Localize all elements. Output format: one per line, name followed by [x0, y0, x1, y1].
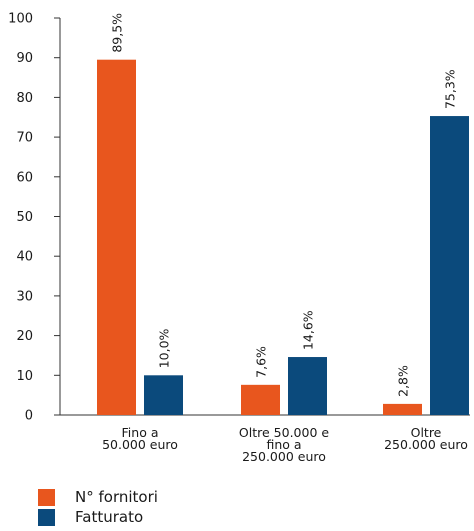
data-label: 89,5% [110, 13, 125, 53]
data-label: 14,6% [301, 310, 316, 350]
legend-label-fornitori: N° fornitori [75, 488, 158, 506]
bar-chart: 0 10 20 30 40 50 60 70 80 90 100 89,5% 7,6% 2,8% 10,0%… [8, 12, 470, 464]
bar-fatturato [288, 357, 327, 415]
bar-fatturato [430, 116, 469, 416]
y-tick-label: 40 [16, 250, 33, 265]
y-tick-label: 0 [25, 409, 33, 424]
legend-item-fornitori: N° fornitori [38, 487, 158, 507]
bar-fornitori [241, 384, 280, 415]
x-category-label: Fino a 50.000 euro [102, 425, 178, 452]
x-category-label-line: 250.000 euro [384, 437, 468, 452]
y-tick-label: 60 [16, 170, 33, 185]
legend-swatch-fatturato [38, 508, 55, 526]
y-tick-label: 100 [8, 12, 33, 27]
legend-item-fatturato: Fatturato [38, 507, 158, 527]
x-category-label-line: 250.000 euro [242, 449, 326, 464]
data-label: 7,6% [254, 346, 269, 378]
legend-label-fatturato: Fatturato [75, 508, 144, 526]
y-tick-label: 20 [16, 329, 33, 344]
y-tick-label: 50 [16, 210, 33, 225]
data-label: 2,8% [396, 365, 411, 397]
x-category-label-line: Fino a [122, 425, 159, 440]
y-tick-label: 30 [16, 289, 33, 304]
x-category-label-line: fino a [266, 437, 301, 452]
legend-swatch-fornitori [38, 488, 55, 506]
data-label: 10,0% [157, 328, 172, 368]
y-tick-label: 70 [16, 131, 33, 146]
bar-fatturato [144, 375, 183, 415]
legend: N° fornitori Fatturato [38, 487, 158, 527]
x-category-label-line: Oltre [411, 425, 442, 440]
bar-fornitori [97, 59, 136, 416]
x-category-label: Oltre 250.000 euro [384, 425, 468, 452]
x-category-label: Oltre 50.000 e fino a 250.000 euro [239, 425, 329, 464]
data-label: 75,3% [443, 69, 458, 109]
y-tick-label: 90 [16, 51, 33, 66]
y-tick-label: 80 [16, 91, 33, 106]
bar-fornitori [383, 403, 422, 415]
x-category-label-line: 50.000 euro [102, 437, 178, 452]
x-category-label-line: Oltre 50.000 e [239, 425, 329, 440]
y-tick-label: 10 [16, 369, 33, 384]
